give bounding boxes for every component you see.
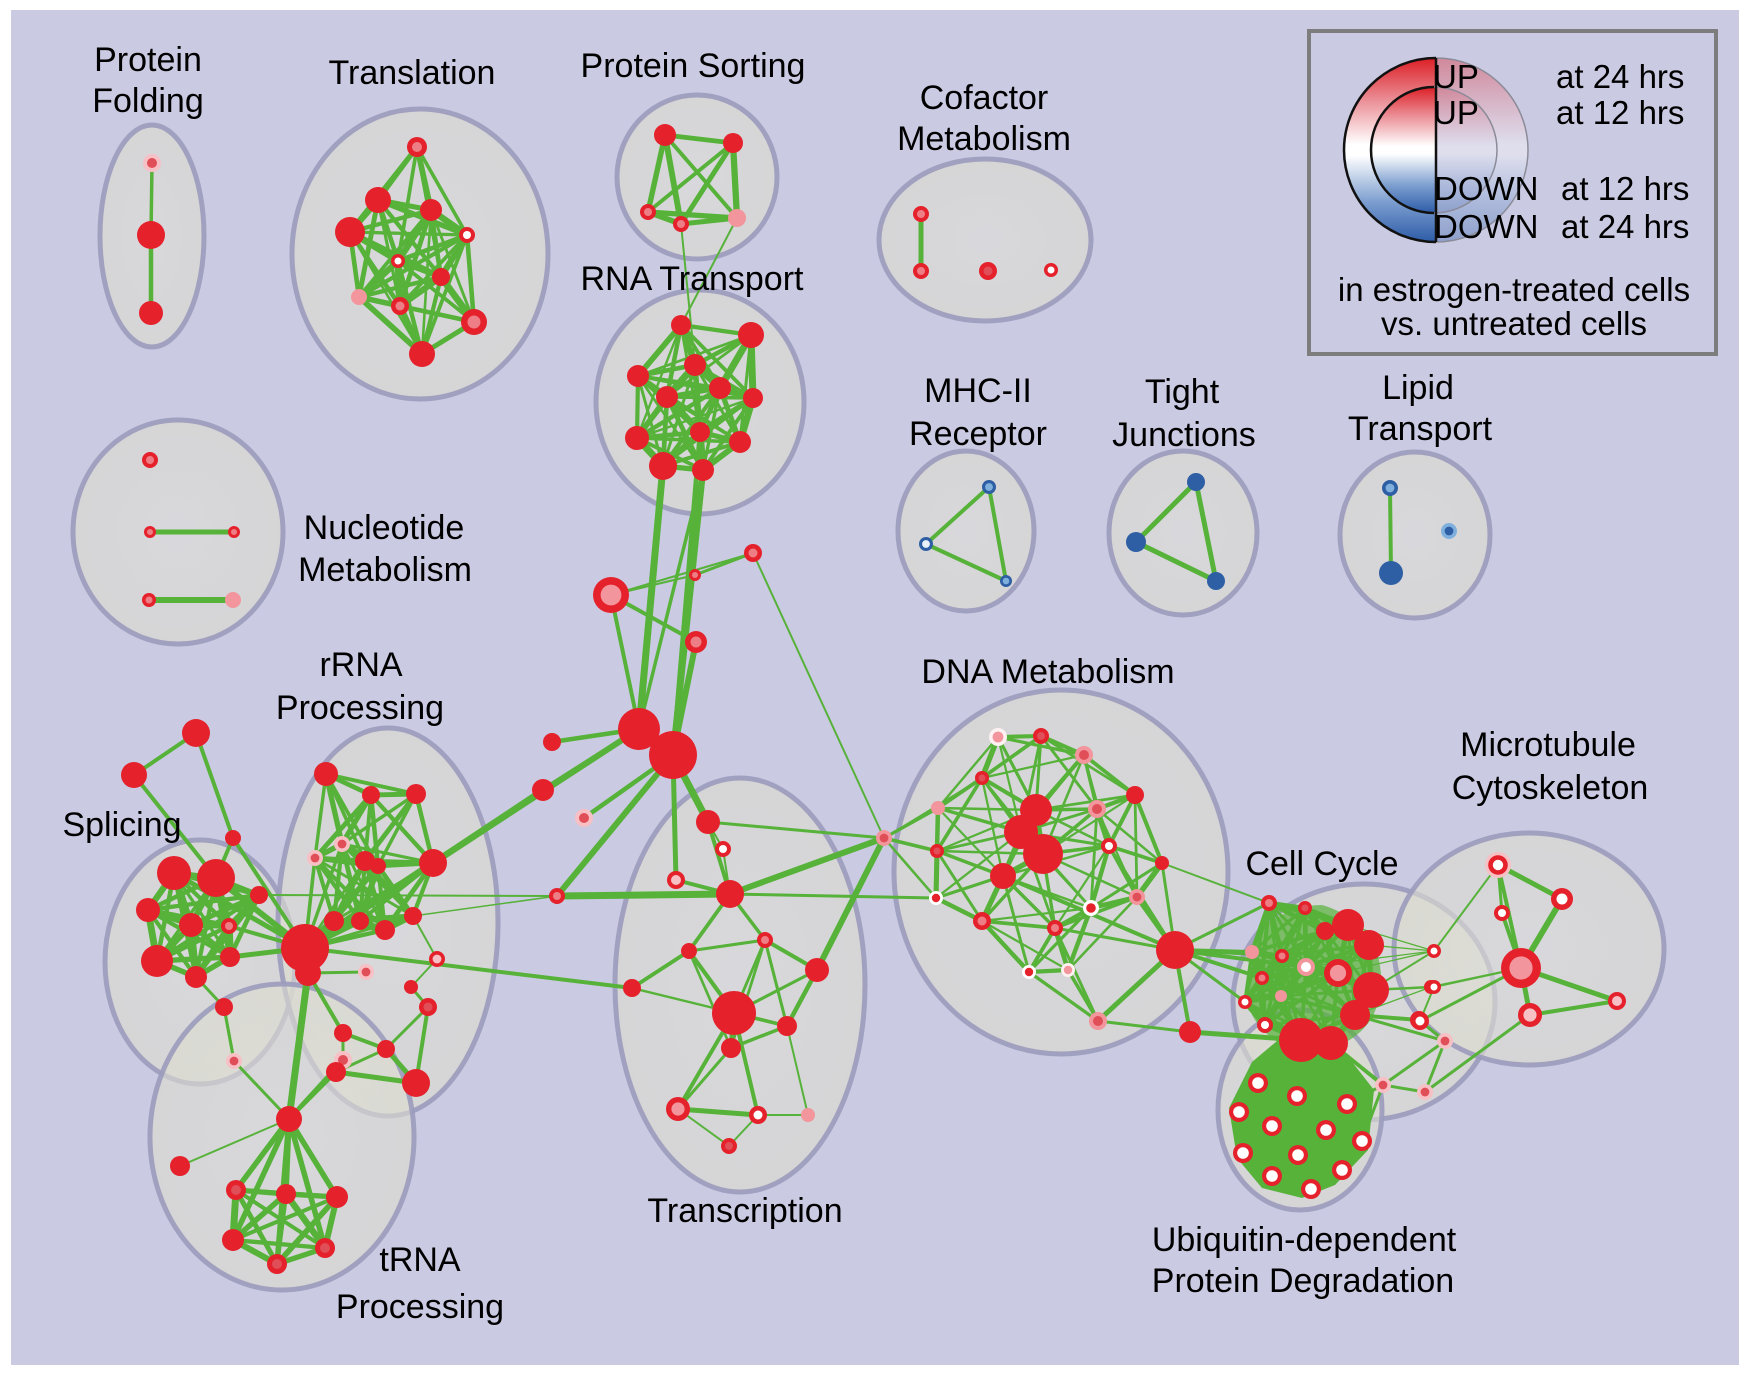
svg-text:Translation: Translation — [329, 54, 496, 92]
svg-text:vs. untreated cells: vs. untreated cells — [1381, 305, 1647, 342]
svg-text:at 12 hrs: at 12 hrs — [1556, 94, 1684, 131]
svg-text:Microtubule: Microtubule — [1460, 726, 1636, 764]
svg-text:rRNA: rRNA — [319, 646, 402, 684]
svg-text:Protein: Protein — [94, 41, 202, 79]
svg-text:Protein Degradation: Protein Degradation — [1152, 1262, 1454, 1300]
svg-text:Cytoskeleton: Cytoskeleton — [1452, 769, 1649, 807]
svg-text:UP: UP — [1433, 94, 1479, 131]
svg-text:Protein Sorting: Protein Sorting — [581, 47, 806, 85]
svg-text:DOWN: DOWN — [1434, 170, 1538, 207]
svg-text:RNA Transport: RNA Transport — [581, 260, 805, 298]
svg-text:Processing: Processing — [276, 689, 444, 727]
svg-text:at 12 hrs: at 12 hrs — [1561, 170, 1689, 207]
svg-text:Splicing: Splicing — [62, 806, 181, 844]
svg-text:Cofactor: Cofactor — [920, 79, 1049, 117]
svg-text:Metabolism: Metabolism — [298, 551, 472, 589]
svg-text:at 24 hrs: at 24 hrs — [1561, 208, 1689, 245]
svg-text:Folding: Folding — [92, 82, 204, 120]
svg-text:Transport: Transport — [1348, 410, 1493, 448]
svg-text:Transcription: Transcription — [647, 1192, 842, 1230]
svg-text:Metabolism: Metabolism — [897, 120, 1071, 158]
svg-text:at 24 hrs: at 24 hrs — [1556, 58, 1684, 95]
svg-text:Junctions: Junctions — [1112, 416, 1256, 454]
svg-text:Processing: Processing — [336, 1288, 504, 1326]
svg-text:in estrogen-treated cells: in estrogen-treated cells — [1338, 271, 1690, 308]
svg-text:DNA Metabolism: DNA Metabolism — [921, 653, 1174, 691]
svg-text:MHC-II: MHC-II — [924, 372, 1032, 410]
svg-text:UP: UP — [1433, 58, 1479, 95]
svg-text:Ubiquitin-dependent: Ubiquitin-dependent — [1152, 1221, 1457, 1259]
svg-text:Lipid: Lipid — [1382, 369, 1454, 407]
svg-text:Tight: Tight — [1145, 373, 1220, 411]
svg-text:Receptor: Receptor — [909, 415, 1047, 453]
svg-text:Cell Cycle: Cell Cycle — [1245, 845, 1398, 883]
svg-text:DOWN: DOWN — [1434, 208, 1538, 245]
svg-text:Nucleotide: Nucleotide — [304, 509, 465, 547]
svg-text:tRNA: tRNA — [379, 1241, 461, 1279]
